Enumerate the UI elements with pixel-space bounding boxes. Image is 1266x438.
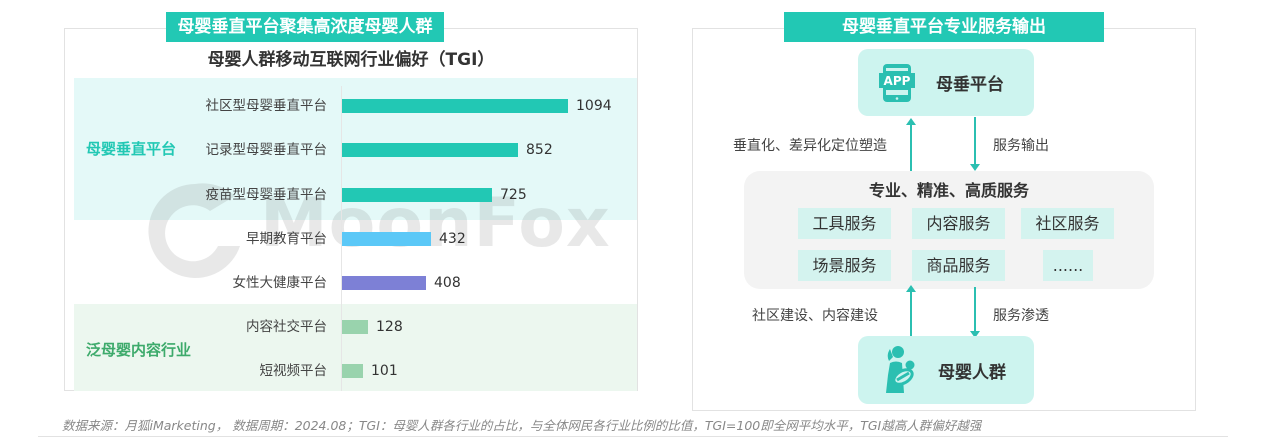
bar-category-label: 记录型母婴垂直平台	[205, 142, 328, 158]
bar-row: 社区型母婴垂直平台 1094	[0, 95, 1266, 117]
bar-value-label: 128	[376, 319, 403, 335]
bar-value-label: 101	[371, 363, 398, 379]
flow-label-service-penetration: 服务渗透	[993, 308, 1049, 324]
bar	[342, 143, 518, 157]
footer-source-note: 数据来源：月狐iMarketing， 数据周期：2024.08；TGI：母婴人群…	[62, 418, 982, 433]
chart-axis-line	[341, 86, 342, 391]
mom-baby-node-label: 母婴人群	[938, 362, 1006, 383]
services-title: 专业、精准、高质服务	[868, 181, 1029, 200]
arrow-up-top	[906, 118, 916, 171]
mom-baby-node: 母婴人群	[858, 336, 1034, 404]
service-more: ......	[1043, 250, 1093, 281]
chart-title: 母婴人群移动互联网行业偏好（TGI）	[207, 50, 495, 70]
bar	[342, 364, 363, 378]
arrow-up-bottom	[906, 285, 916, 337]
bar	[342, 188, 492, 202]
bar-value-label: 852	[526, 142, 553, 158]
bar-row: 早期教育平台 432	[0, 228, 1266, 250]
platform-node: APP 母垂平台	[858, 49, 1034, 116]
mother-baby-icon	[886, 346, 915, 393]
bar-row: 记录型母婴垂直平台 852	[0, 139, 1266, 161]
group-label-vertical: 母婴垂直平台	[86, 140, 177, 158]
bar-row: 短视频平台 101	[0, 360, 1266, 382]
service-tool: 工具服务	[798, 208, 891, 239]
left-panel-header: 母婴垂直平台聚集高浓度母婴人群	[166, 12, 444, 42]
service-scenario: 场景服务	[798, 250, 891, 281]
group-label-content: 泛母婴内容行业	[86, 341, 192, 359]
app-tablet-icon: APP	[879, 63, 915, 102]
flow-label-community-building: 社区建设、内容建设	[752, 308, 878, 324]
bar-value-label: 432	[439, 231, 466, 247]
bar-row: 女性大健康平台 408	[0, 272, 1266, 294]
flow-label-service-output: 服务输出	[993, 138, 1049, 154]
arrow-down-top	[970, 117, 980, 171]
bar-category-label: 短视频平台	[259, 363, 328, 379]
bar-value-label: 1094	[576, 98, 612, 114]
bar-category-label: 社区型母婴垂直平台	[205, 98, 328, 114]
bar-row: 内容社交平台 128	[0, 316, 1266, 338]
platform-node-label: 母垂平台	[936, 75, 1004, 95]
service-content: 内容服务	[912, 208, 1005, 239]
footer-divider	[38, 436, 1228, 437]
bar-category-label: 女性大健康平台	[232, 275, 328, 291]
bar-category-label: 内容社交平台	[246, 319, 327, 335]
bar-value-label: 725	[500, 187, 527, 203]
bar	[342, 320, 368, 334]
arrow-down-bottom	[970, 287, 980, 338]
right-panel-header: 母婴垂直平台专业服务输出	[784, 12, 1104, 42]
svg-text:APP: APP	[884, 74, 911, 88]
bar	[342, 99, 568, 113]
service-community: 社区服务	[1021, 208, 1114, 239]
bar-row: 疫苗型母婴垂直平台 725	[0, 184, 1266, 206]
bar	[342, 232, 431, 246]
flow-label-positioning: 垂直化、差异化定位塑造	[733, 138, 887, 154]
bar-category-label: 疫苗型母婴垂直平台	[205, 187, 328, 203]
bar-category-label: 早期教育平台	[246, 231, 327, 247]
service-commerce: 商品服务	[912, 250, 1005, 281]
bar	[342, 276, 426, 290]
bar-value-label: 408	[434, 275, 461, 291]
